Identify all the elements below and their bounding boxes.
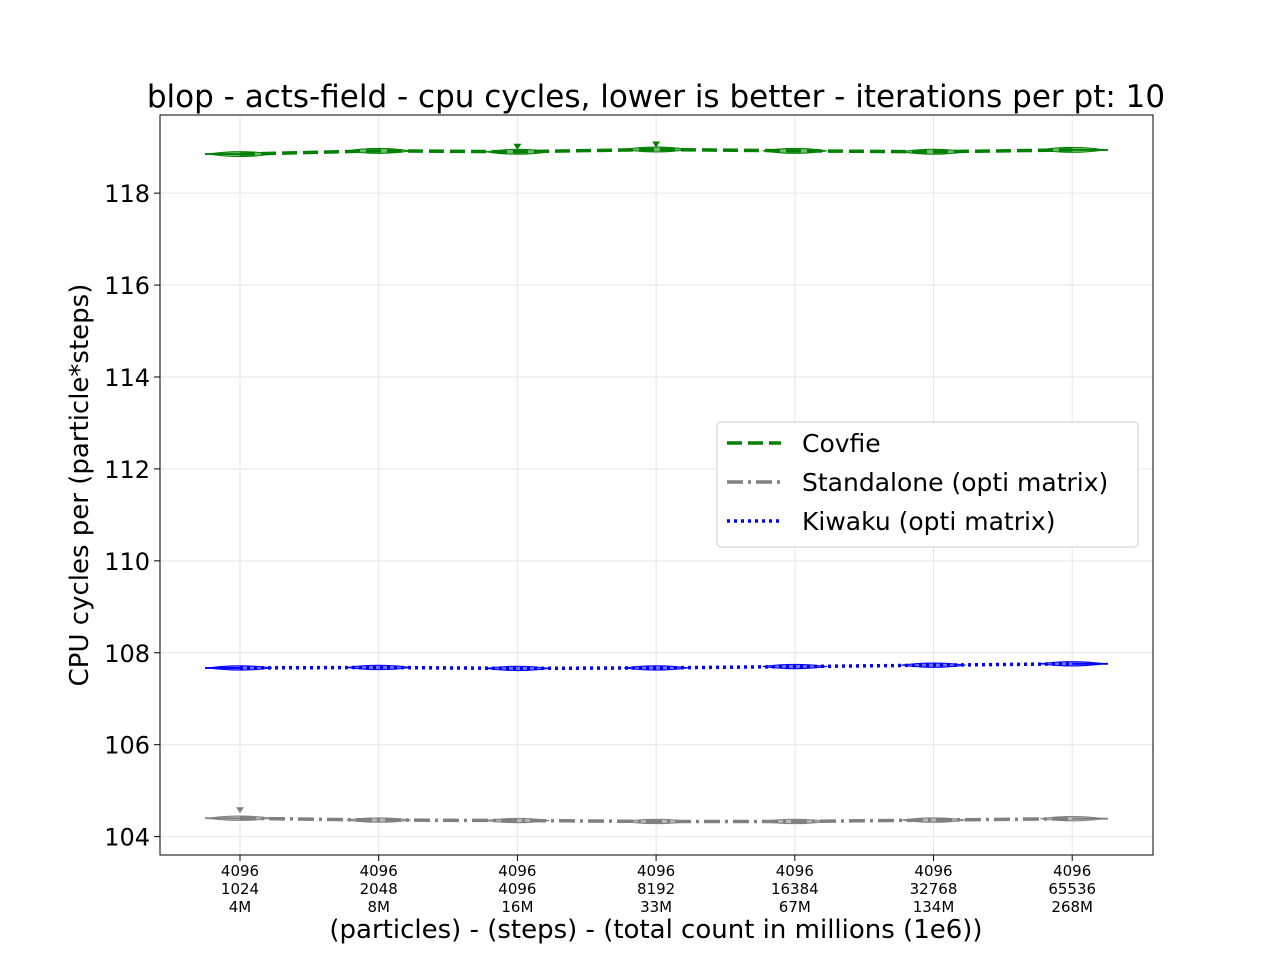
- x-tick-label: 16384: [771, 880, 819, 898]
- x-axis: 409610244M409620488M4096409616M409681923…: [221, 855, 1096, 916]
- x-tick-label: 4096: [637, 862, 675, 880]
- x-tick-label: 67M: [779, 898, 811, 916]
- data-point: [1040, 816, 1105, 822]
- x-tick-label: 8M: [367, 898, 390, 916]
- y-tick-label: 114: [104, 364, 150, 392]
- outlier-marker: [652, 141, 661, 148]
- data-point: [1040, 661, 1105, 667]
- x-tick-label: 4096: [360, 862, 398, 880]
- series-layer: [205, 141, 1108, 825]
- x-tick-label: 4M: [229, 898, 252, 916]
- x-tick-label: 32768: [910, 880, 958, 898]
- x-tick-label: 16M: [501, 898, 533, 916]
- legend-label: Kiwaku (opti matrix): [802, 507, 1055, 536]
- y-tick-label: 112: [104, 456, 150, 484]
- x-tick-label: 4096: [1053, 862, 1091, 880]
- legend-frame: [716, 421, 1139, 548]
- x-tick-label: 8192: [637, 880, 675, 898]
- series-line: [239, 662, 1073, 671]
- legend: Covfie Standalone (opti matrix) Kiwaku (op…: [716, 421, 1139, 548]
- x-tick-label: 4096: [776, 862, 814, 880]
- series-line: [239, 816, 1073, 824]
- x-tick-label: 4096: [498, 862, 536, 880]
- series-kiwaku-opti-matrix: [205, 661, 1108, 672]
- y-axis: 104 106 108 110 112 114 116 118: [104, 180, 160, 852]
- x-tick-label: 4096: [498, 880, 536, 898]
- chart-title: blop - acts-field - cpu cycles, lower is…: [147, 79, 1165, 115]
- x-tick-label: 1024: [221, 880, 259, 898]
- outlier-marker: [513, 143, 522, 150]
- y-tick-label: 116: [104, 272, 150, 300]
- series-covfie: [205, 146, 1108, 158]
- x-tick-label: 268M: [1051, 898, 1093, 916]
- legend-label: Covfie: [802, 429, 881, 458]
- x-tick-label: 33M: [640, 898, 672, 916]
- y-tick-label: 118: [104, 180, 150, 208]
- y-tick-label: 108: [104, 640, 150, 668]
- y-tick-label: 110: [104, 548, 150, 576]
- outlier-marker: [236, 807, 244, 814]
- y-tick-label: 104: [104, 824, 150, 852]
- x-tick-label: 65536: [1048, 880, 1096, 898]
- data-point: [624, 146, 689, 153]
- x-tick-label: 4096: [914, 862, 952, 880]
- x-tick-label: 2048: [360, 880, 398, 898]
- series-line: [239, 147, 1073, 156]
- legend-label: Standalone (opti matrix): [802, 468, 1108, 497]
- x-tick-label: 134M: [913, 898, 955, 916]
- series-standalone-opti-matrix: [205, 815, 1108, 825]
- y-axis-label: CPU cycles per (particle*steps): [65, 284, 95, 687]
- x-tick-label: 4096: [221, 862, 259, 880]
- x-axis-label: (particles) - (steps) - (total count in …: [329, 915, 982, 945]
- y-tick-label: 106: [104, 732, 150, 760]
